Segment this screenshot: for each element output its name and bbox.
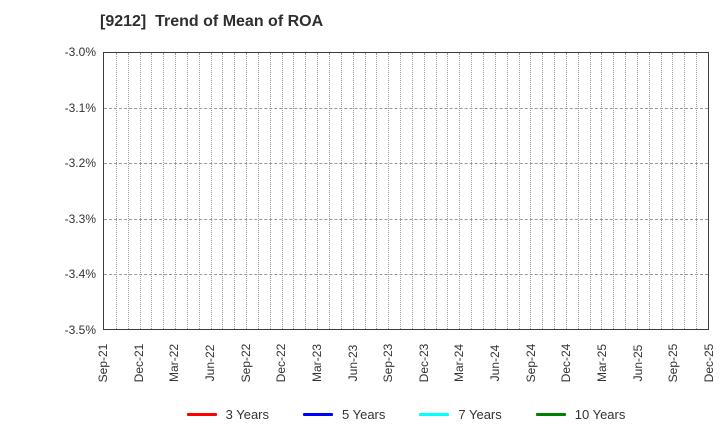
- vertical-gridline: [577, 53, 579, 329]
- x-tick-label: Mar-25: [595, 344, 610, 383]
- vertical-gridline: [518, 53, 520, 329]
- vertical-gridline: [636, 53, 638, 329]
- y-tick-label: -3.0%: [64, 45, 96, 59]
- x-tick-label: Dec-23: [416, 343, 431, 383]
- x-tick-label: Dec-25: [702, 343, 716, 383]
- x-tick-label: Sep-23: [381, 343, 396, 383]
- x-tick-label: Sep-21: [96, 343, 110, 383]
- vertical-gridline: [530, 53, 532, 329]
- vertical-gridline: [175, 53, 177, 329]
- x-tick-label: Jun-23: [345, 344, 360, 382]
- vertical-gridline: [198, 53, 200, 329]
- legend-line-icon: [303, 412, 333, 416]
- vertical-gridline: [589, 53, 591, 329]
- vertical-gridline: [210, 53, 212, 329]
- vertical-gridline: [660, 53, 662, 329]
- vertical-gridline: [565, 53, 567, 329]
- vertical-gridline: [423, 53, 425, 329]
- legend: 3 Years 5 Years 7 Years 10 Years: [103, 404, 709, 424]
- legend-label: 10 Years: [574, 406, 626, 422]
- x-tick-label: Mar-22: [167, 344, 182, 383]
- x-tick-label: Sep-25: [666, 343, 681, 383]
- vertical-gridline: [542, 53, 544, 329]
- vertical-gridline: [471, 53, 473, 329]
- vertical-gridline: [329, 53, 331, 329]
- y-tick-label: -3.5%: [64, 323, 96, 337]
- vertical-gridline: [127, 53, 129, 329]
- y-tick-label: -3.2%: [64, 156, 96, 171]
- legend-line-icon: [186, 412, 217, 416]
- vertical-gridline: [613, 53, 615, 329]
- y-tick-label: -3.3%: [64, 211, 96, 226]
- vertical-gridline: [317, 53, 319, 329]
- x-tick-label: Dec-24: [559, 343, 574, 383]
- vertical-gridline: [494, 53, 496, 329]
- vertical-gridline: [506, 53, 508, 329]
- x-tick-label: Jun-25: [630, 344, 645, 382]
- vertical-gridline: [115, 53, 117, 329]
- x-tick-label: Sep-24: [523, 343, 538, 383]
- vertical-gridline: [625, 53, 627, 329]
- vertical-gridline: [482, 53, 484, 329]
- vertical-gridline: [376, 53, 378, 329]
- x-tick-label: Jun-22: [202, 344, 217, 382]
- vertical-gridline: [186, 53, 188, 329]
- legend-item-10-years: 10 Years: [535, 406, 626, 422]
- legend-label: 5 Years: [342, 406, 386, 422]
- x-tick-label: Sep-22: [238, 343, 253, 383]
- vertical-gridline: [684, 53, 686, 329]
- vertical-gridline: [672, 53, 674, 329]
- legend-label: 3 Years: [225, 406, 269, 422]
- vertical-gridline: [352, 53, 354, 329]
- vertical-gridline: [388, 53, 390, 329]
- vertical-gridline: [447, 53, 449, 329]
- vertical-gridline: [305, 53, 307, 329]
- legend-item-5-years: 5 Years: [303, 407, 385, 422]
- y-tick-label: -3.4%: [64, 267, 96, 282]
- vertical-gridline: [293, 53, 295, 329]
- x-tick-label: Mar-24: [452, 344, 467, 383]
- vertical-gridline: [696, 53, 698, 329]
- vertical-gridline: [151, 53, 153, 329]
- vertical-gridline: [648, 53, 650, 329]
- vertical-gridline: [269, 53, 271, 329]
- legend-line-icon: [419, 412, 450, 416]
- legend-label: 7 Years: [458, 406, 502, 422]
- vertical-gridline: [257, 53, 259, 329]
- vertical-gridline: [459, 53, 461, 329]
- vertical-gridline: [139, 53, 141, 329]
- vertical-gridline: [163, 53, 165, 329]
- vertical-gridline: [222, 53, 224, 329]
- horizontal-gridline: [104, 108, 708, 110]
- horizontal-gridline: [104, 163, 708, 165]
- vertical-gridline: [234, 53, 236, 329]
- x-tick-label: Dec-21: [131, 343, 146, 383]
- vertical-gridline: [281, 53, 283, 329]
- x-tick-label: Dec-22: [274, 343, 289, 383]
- legend-item-7-years: 7 Years: [419, 406, 502, 422]
- vertical-gridline: [340, 53, 342, 329]
- vertical-gridline: [246, 53, 248, 329]
- vertical-gridline: [411, 53, 413, 329]
- horizontal-gridline: [104, 218, 708, 220]
- plot-area: [103, 52, 709, 330]
- legend-line-icon: [535, 412, 566, 416]
- x-tick-label: Jun-24: [488, 344, 503, 382]
- x-tick-label: Mar-23: [309, 344, 324, 383]
- chart-title: [9212] Trend of Mean of ROA: [100, 13, 324, 30]
- vertical-gridline: [364, 53, 366, 329]
- vertical-gridline: [601, 53, 603, 329]
- vertical-gridline: [435, 53, 437, 329]
- y-tick-label: -3.1%: [64, 100, 96, 115]
- legend-item-3-years: 3 Years: [186, 406, 269, 422]
- vertical-gridline: [400, 53, 402, 329]
- vertical-gridline: [554, 53, 556, 329]
- horizontal-gridline: [104, 273, 708, 275]
